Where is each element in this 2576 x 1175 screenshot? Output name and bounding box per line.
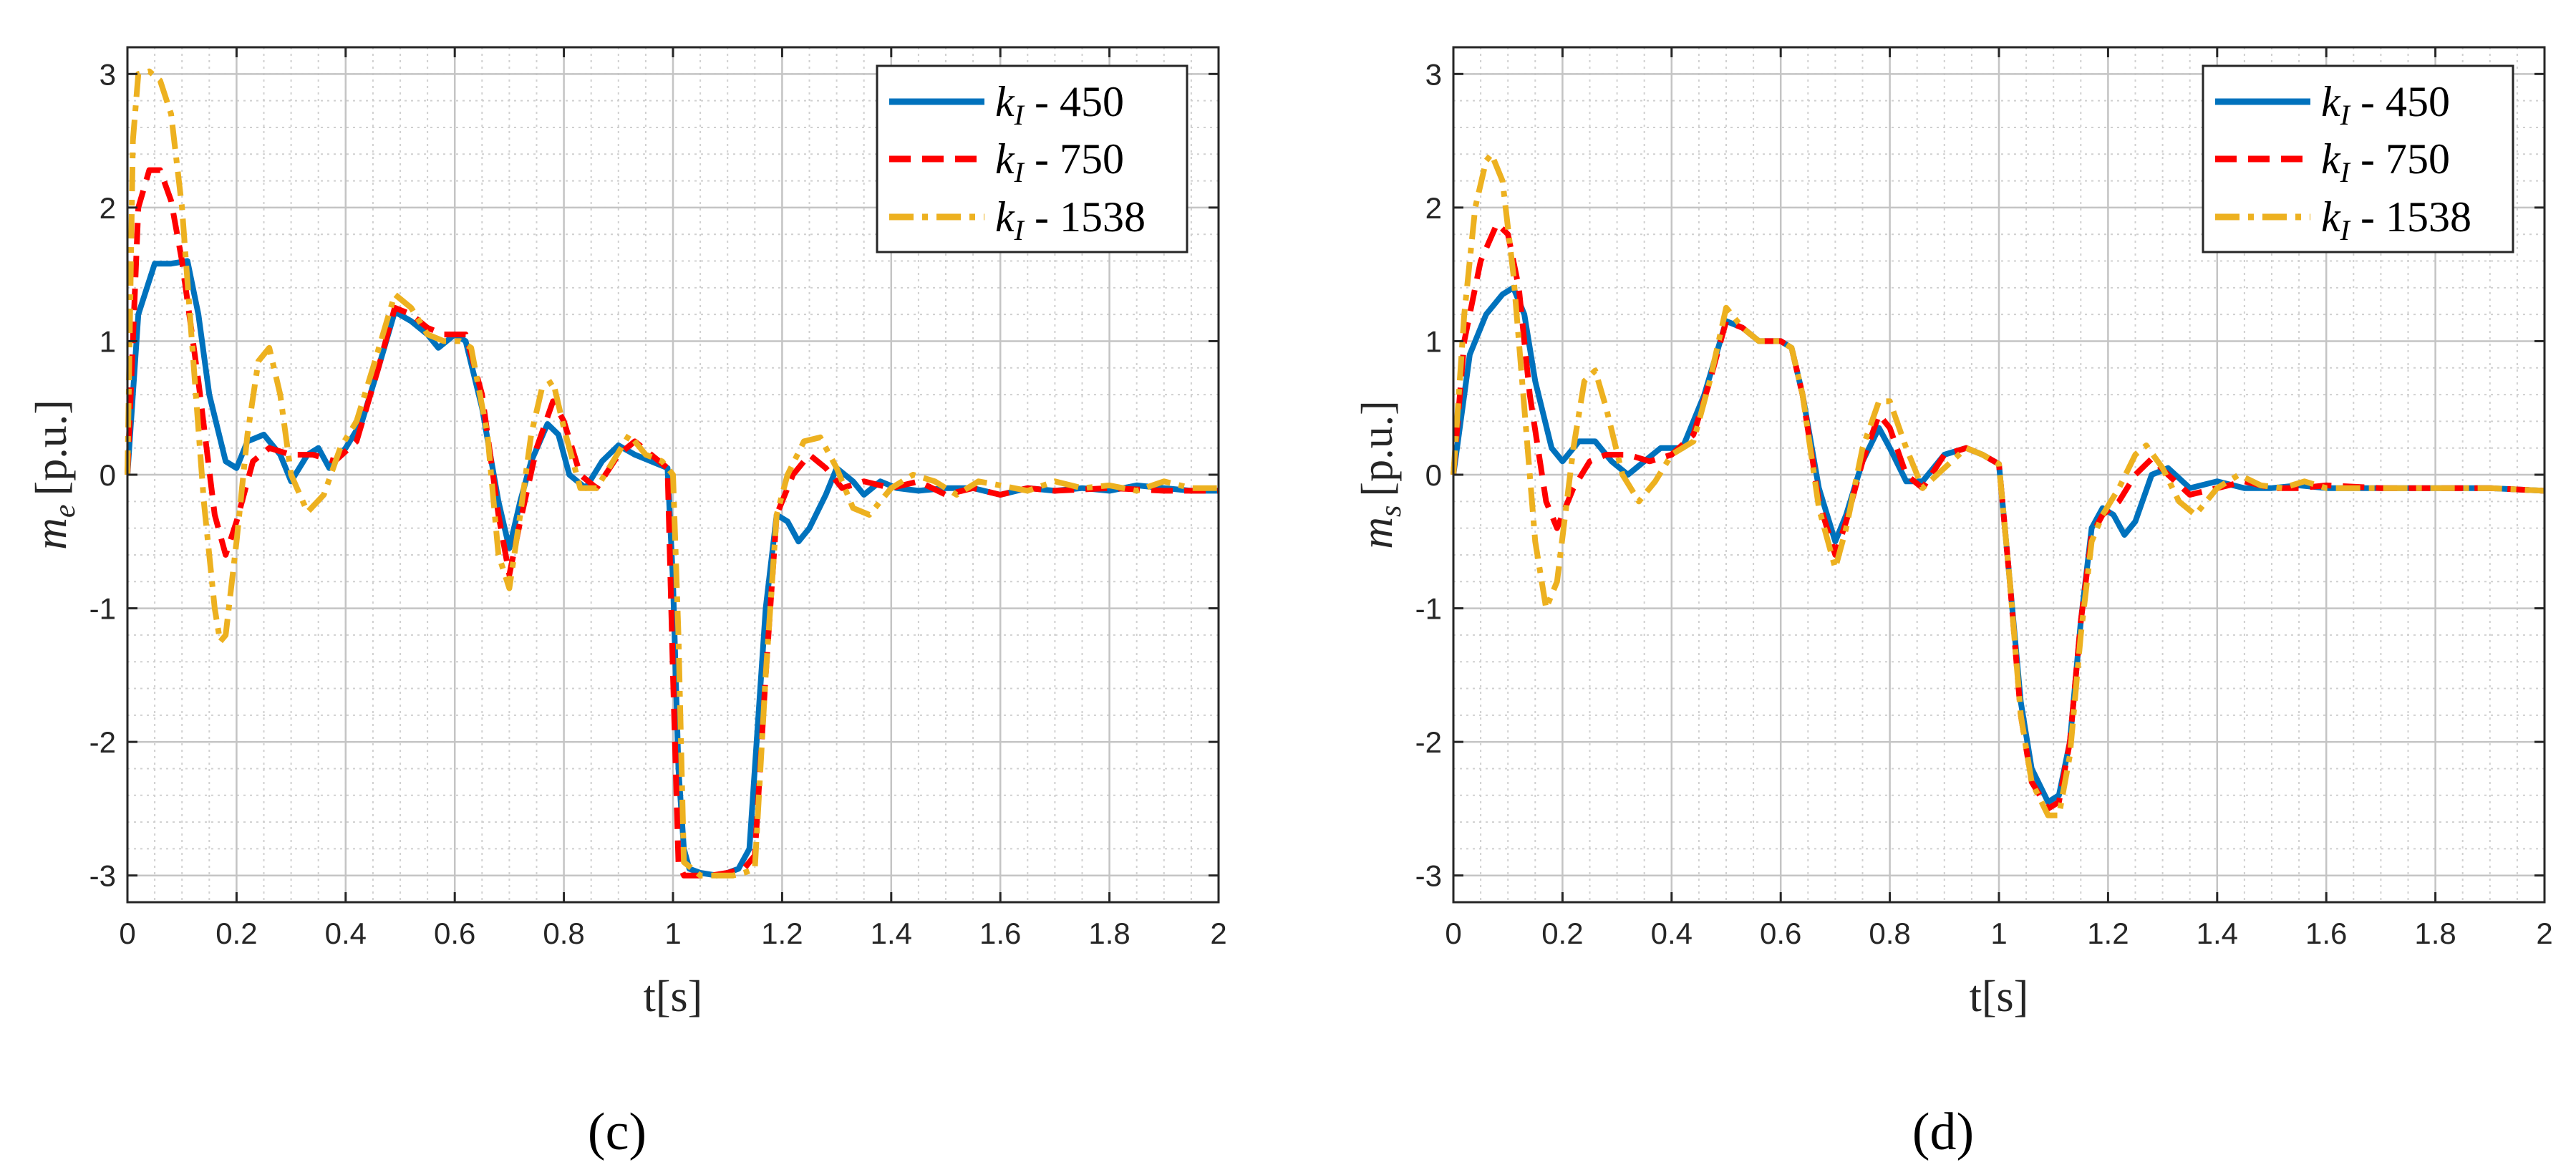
- ticks-d: 0 0.2 0.4 0.6 0.8 1 1.2 1.4 1.6 1.8 2 -3 -2 -1 0 1 2 3: [1415, 47, 2553, 950]
- x-tick-label: 1.6: [979, 917, 1021, 950]
- legend-label-450-c: kI - 450: [995, 78, 1124, 131]
- series-layer-c: [125, 68, 1219, 879]
- legend-d: kI - 450 kI - 750 kI - 1538: [2202, 64, 2514, 253]
- series-line-1538-c: [125, 68, 1219, 879]
- y-tick-label: -1: [1415, 592, 1442, 626]
- y-tick-label: 0: [100, 458, 116, 492]
- y-tick-label: 2: [100, 191, 116, 225]
- x-tick-label: 1.4: [2197, 917, 2238, 950]
- x-tick-label: 1.4: [871, 917, 912, 950]
- legend-label-1538-c: kI - 1538: [995, 193, 1146, 246]
- y-tick-label: 2: [1425, 191, 1442, 225]
- series-line-1538-d: [1451, 151, 2545, 818]
- series-line-750-c: [125, 167, 1219, 879]
- panel-label-c: (c): [588, 1103, 647, 1161]
- y-tick-label: 1: [100, 324, 116, 358]
- x-tick-label: 0.2: [216, 917, 257, 950]
- x-axis-label-c: t[s]: [644, 972, 703, 1021]
- x-tick-label: 1.6: [2305, 917, 2347, 950]
- x-axis-label-d: t[s]: [1970, 972, 2029, 1021]
- x-tick-label: 0: [119, 917, 135, 950]
- x-tick-label: 0.8: [1869, 917, 1910, 950]
- panel-label-d: (d): [1912, 1103, 1974, 1161]
- x-tick-label: 1.2: [2087, 917, 2129, 950]
- ticks-c: 0 0.2 0.4 0.6 0.8 1 1.2 1.4 1.6 1.8 2 -3 -2 -1 0 1 2 3: [89, 47, 1227, 950]
- series-layer-d: [1451, 151, 2545, 818]
- y-tick-label: -3: [1415, 859, 1442, 893]
- legend-label-1538-d: kI - 1538: [2321, 193, 2471, 246]
- x-tick-label: 2: [1210, 917, 1226, 950]
- legend-label-450-d: kI - 450: [2321, 78, 2450, 131]
- y-axis-label-d: ms[p.u.]: [1353, 400, 1408, 548]
- y-axis-label-c: me[p.u.]: [27, 400, 82, 550]
- x-tick-label: 0.2: [1541, 917, 1583, 950]
- x-tick-label: 0.6: [1760, 917, 1801, 950]
- x-tick-label: 2: [2536, 917, 2552, 950]
- x-tick-label: 0: [1445, 917, 1461, 950]
- y-tick-label: -2: [1415, 725, 1442, 759]
- series-line-450-d: [1451, 284, 2545, 806]
- x-tick-label: 1: [664, 917, 681, 950]
- y-tick-label: -1: [89, 592, 116, 626]
- y-tick-label: 3: [100, 57, 116, 91]
- y-tick-label: -2: [89, 725, 116, 759]
- chart-panel-c: 0 0.2 0.4 0.6 0.8 1 1.2 1.4 1.6 1.8 2 -3 -2 -1 0 1 2 3 t[…: [27, 46, 1227, 1161]
- x-tick-label: 0.8: [543, 917, 584, 950]
- legend-c: kI - 450 kI - 750 kI - 1538: [876, 64, 1188, 253]
- x-tick-label: 1: [1990, 917, 2007, 950]
- chart-panel-d: 0 0.2 0.4 0.6 0.8 1 1.2 1.4 1.6 1.8 2 -3 -2 -1 0 1 2 3 t[…: [1353, 46, 2553, 1161]
- x-tick-label: 0.6: [434, 917, 475, 950]
- series-line-750-d: [1451, 221, 2545, 812]
- legend-label-750-c: kI - 750: [995, 135, 1124, 188]
- x-tick-label: 1.8: [2414, 917, 2456, 950]
- y-tick-label: 1: [1425, 324, 1442, 358]
- y-tick-label: 0: [1425, 458, 1442, 492]
- x-tick-label: 1.2: [761, 917, 803, 950]
- y-tick-label: 3: [1425, 57, 1442, 91]
- x-tick-label: 1.8: [1088, 917, 1130, 950]
- y-tick-label: -3: [89, 859, 116, 893]
- x-tick-label: 0.4: [325, 917, 367, 950]
- legend-label-750-d: kI - 750: [2321, 135, 2450, 188]
- x-tick-label: 0.4: [1651, 917, 1693, 950]
